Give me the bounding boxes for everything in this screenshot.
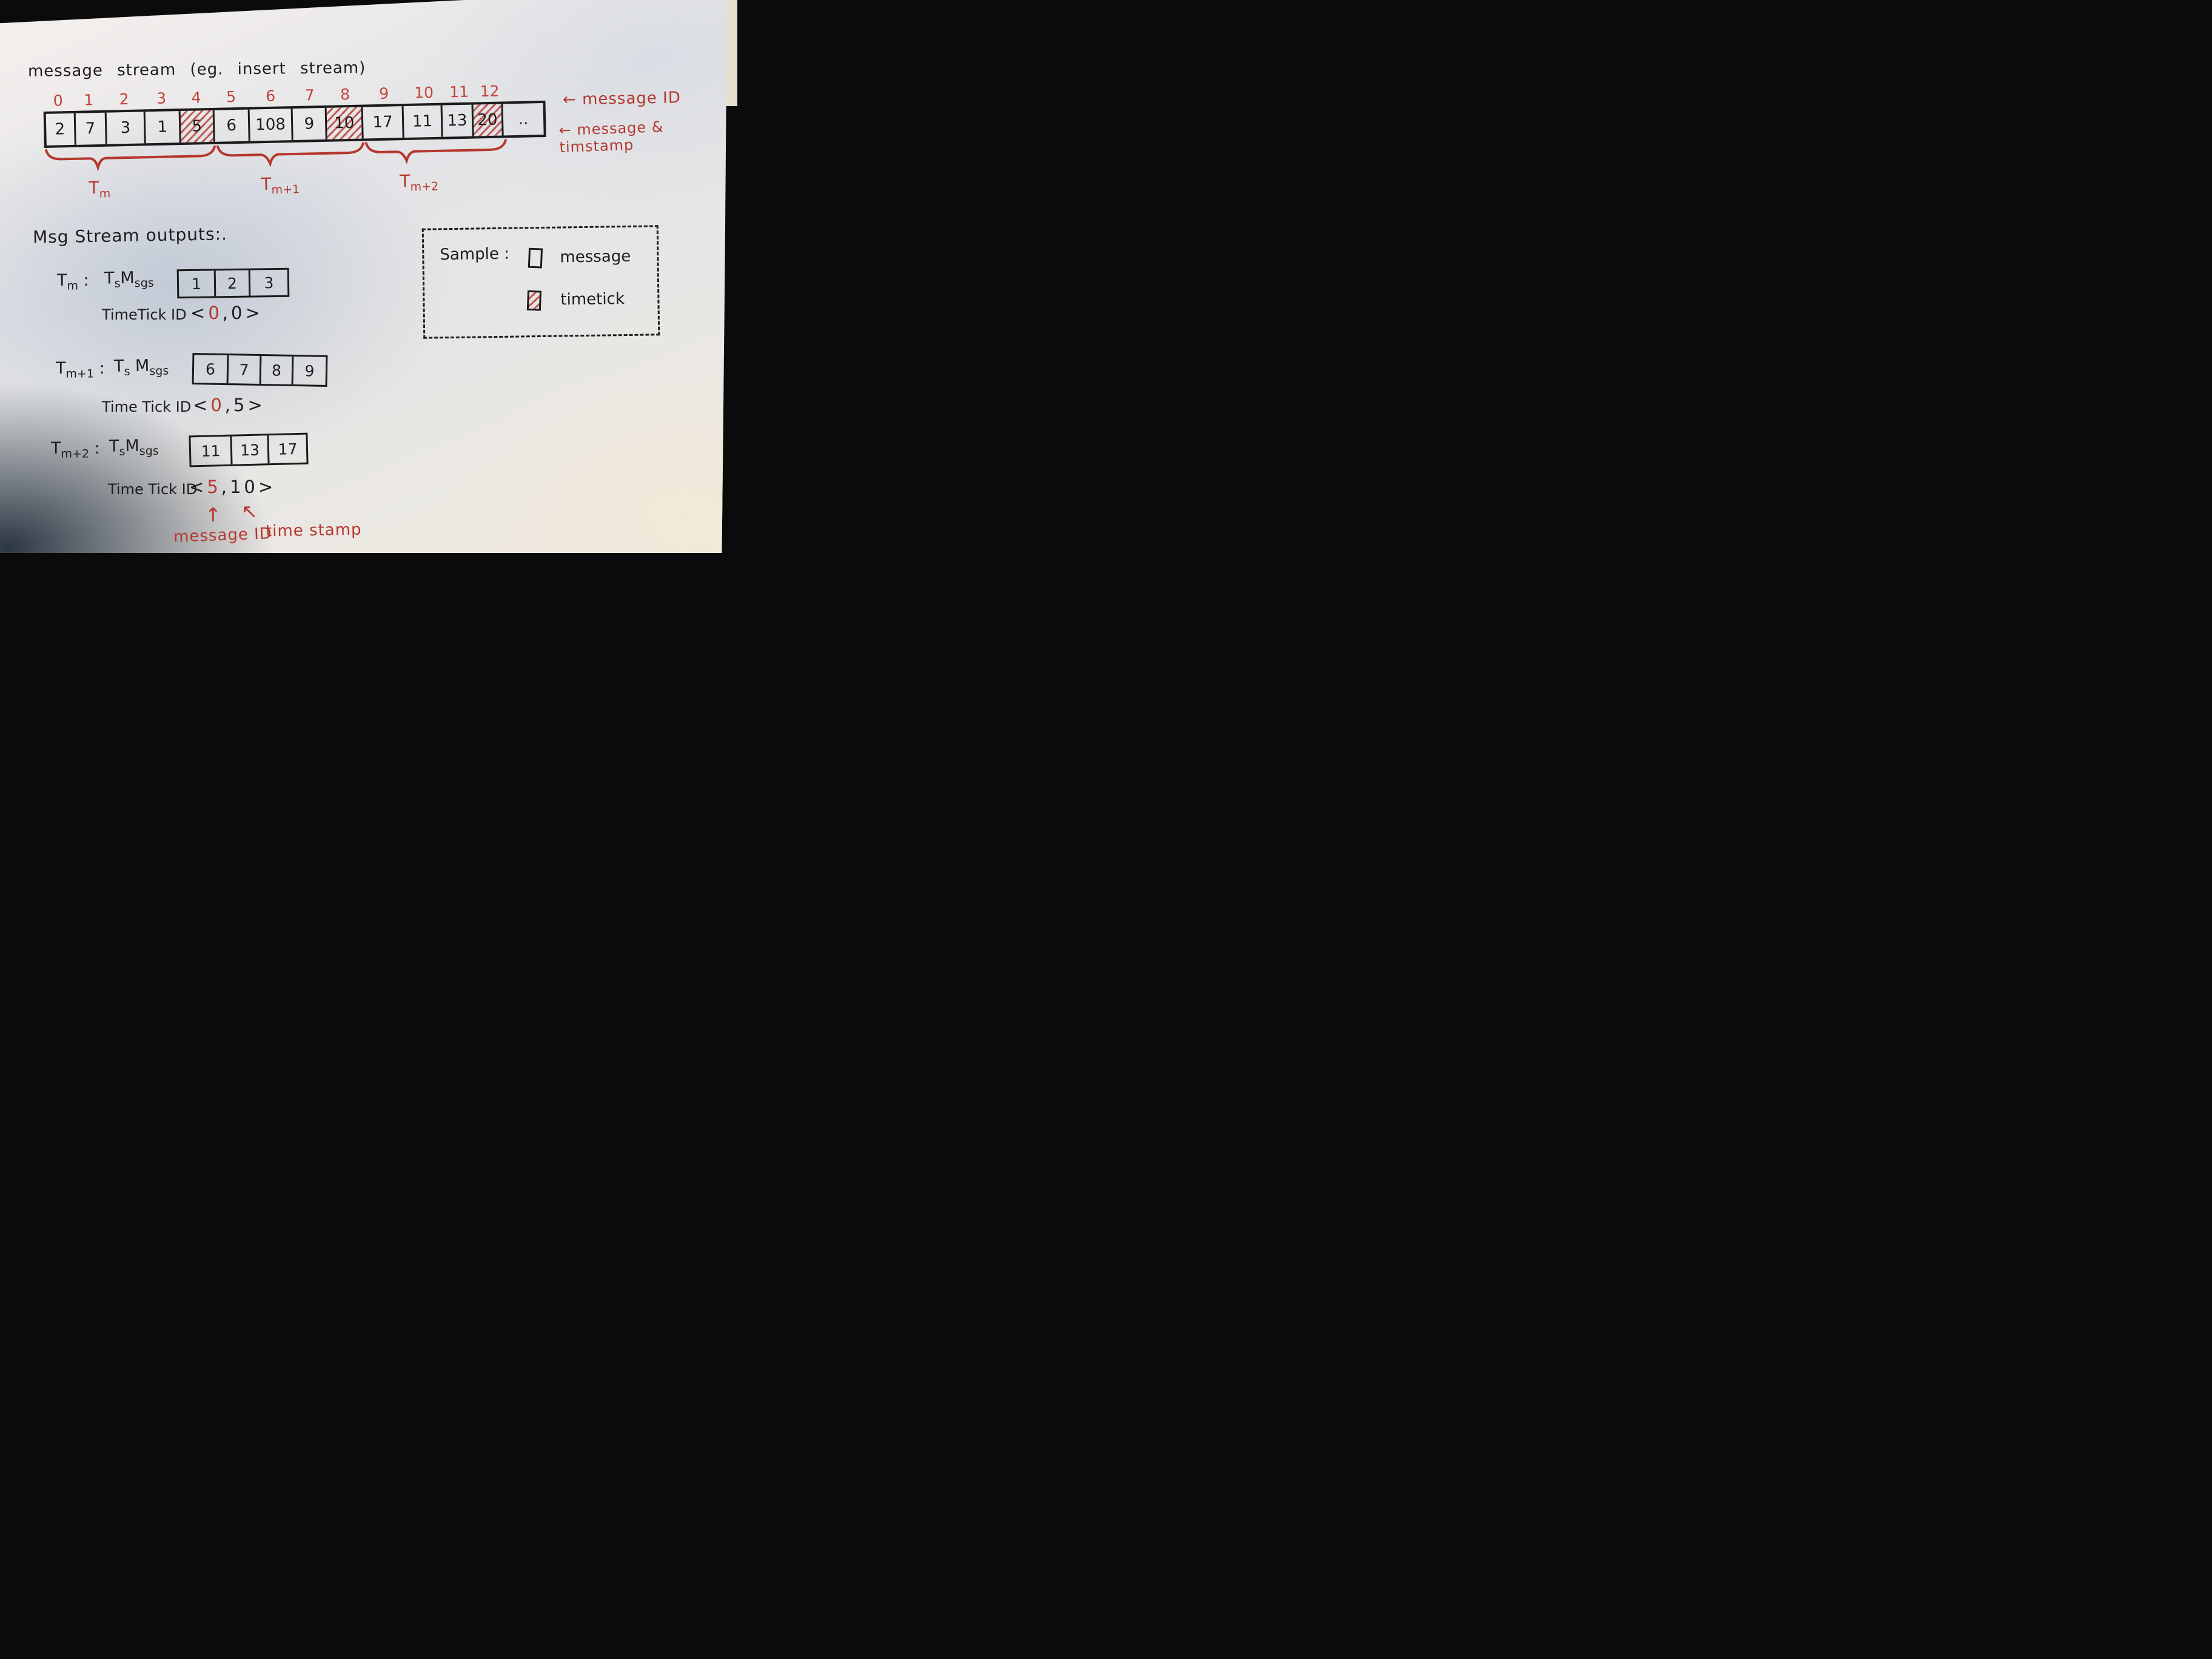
message-stream: 0 1 2 3 4 5 6 7 8 9 10 11 12 2 7 3 1 5 6 [43,81,548,208]
index-label: 1 [83,91,94,109]
background-surface [725,0,737,106]
pointer-message-id: ← message ID [562,89,682,109]
index-label: 5 [226,88,236,106]
stream-cell: 9 [292,107,328,141]
window-label-tm: Tm [89,178,111,201]
msg-cell: 13 [232,435,270,464]
tick-message-id-value: 5 [207,477,221,497]
tick-message-id-value: 0 [210,395,225,415]
window-braces [45,139,507,172]
index-label: 0 [53,92,63,110]
tick-message-id-value: 0 [208,303,223,323]
diagram-title: message stream (eg. insert stream) [27,59,366,81]
index-label: 12 [480,82,500,101]
legend-box: Sample : message timetick [421,225,660,339]
photo-of-paper-diagram: message stream (eg. insert stream) 0 1 2… [0,0,737,553]
stream-cell: 108 [249,109,293,141]
msg-cell: 17 [278,440,298,458]
up-arrow-icon: ↑ [205,503,221,526]
annotation-timestamp: time stamp [265,520,362,541]
annotation-message-id: message ID [173,525,273,546]
outputs-heading: Msg Stream outputs:. [32,224,228,247]
stream-cell: 3 [106,112,147,144]
brace-tm [45,145,216,172]
brace-tm2 [364,139,507,165]
timetick-cell-icon [526,290,542,311]
stream-cell-timetick: 5 [180,110,216,143]
msg-cell: 6 [193,355,229,384]
stream-cell: 2 [45,113,76,146]
legend-item-label: message [560,247,631,267]
legend-title: Sample : [440,244,510,264]
row-tm1-tsmsgs-label: Ts Msgs [113,356,169,378]
index-label: 4 [191,89,201,107]
msg-cell: 1 [178,270,216,297]
msg-cell: 9 [304,361,315,380]
row-tm2-tsmsgs-label: TsMsgs [109,436,159,458]
row-tm2-msgs-box: 11 13 17 [189,432,309,468]
row-tm2-window: Tm+2 : [51,439,100,461]
stream-cell: 1 [146,111,181,144]
index-label: 7 [304,86,315,104]
row-tm-window: Tm : [57,271,89,293]
index-label: 2 [119,90,129,109]
row-tm-ticklabel: TimeTick ID [102,306,187,323]
row-tm-msgs-box: 1 2 3 [176,267,290,299]
row-tm1-window: Tm+1 : [56,359,105,381]
row-tm1-ticklabel: Time Tick ID [102,398,192,415]
stream-cell: 6 [214,109,250,142]
msg-cell: 8 [261,356,294,384]
message-cell-icon [528,247,543,269]
stream-cell: 13 [442,104,474,137]
index-label: 11 [449,82,469,101]
stream-cell: 11 [403,105,443,138]
index-label: 10 [414,83,434,102]
window-label-tm1: Tm+1 [260,173,300,197]
stream-cell: .. [518,110,529,129]
pointer-message-timestamp: ← message & timstamp [558,118,664,156]
index-label: 6 [265,87,276,106]
msg-cell: 3 [264,273,274,292]
index-label: 3 [156,89,167,107]
stream-cell: 7 [75,112,107,145]
row-tm1-msgs-box: 6 7 8 9 [192,353,328,387]
northwest-arrow-icon: ↖ [241,500,258,523]
row-tm1-tickvalue: <0,5> [193,395,266,415]
window-label-tm2: Tm+2 [399,170,439,194]
msg-cell: 2 [215,270,251,297]
msg-cell: 7 [228,355,262,384]
stream-cell: 17 [363,106,404,139]
legend-item-label: timetick [560,290,625,309]
row-tm-tickvalue: <0,0> [190,303,263,323]
stream-cell-timetick: 10 [327,107,364,139]
brace-tm1 [216,142,364,167]
paper-sheet: message stream (eg. insert stream) 0 1 2… [0,0,727,553]
index-label: 9 [378,84,389,102]
index-label: 8 [340,85,350,104]
stream-cell-timetick: 20 [473,104,504,136]
row-tm2-ticklabel: Time Tick ID [108,481,198,498]
row-tm-tsmsgs-label: TsMsgs [104,268,154,290]
row-tm2-tickvalue: <5,10> [189,477,276,497]
msg-cell: 11 [190,436,233,466]
